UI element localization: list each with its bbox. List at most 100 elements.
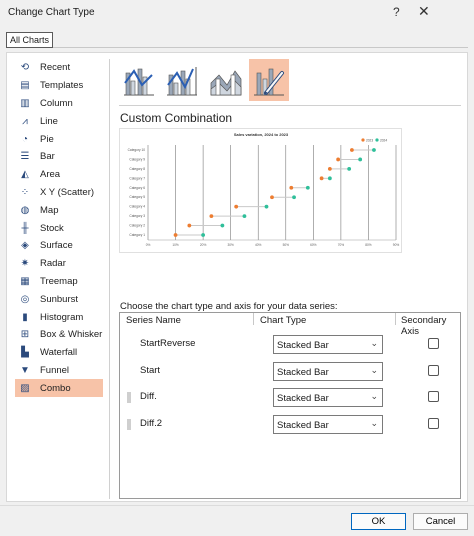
y-tick-label: Category 3 [129, 214, 145, 218]
data-point-2024 [372, 148, 376, 152]
chart-type-select[interactable]: Stacked Bar ⌄ [273, 388, 383, 407]
ok-button[interactable]: OK [351, 513, 406, 530]
sidebar-item-column[interactable]: ▥ Column [15, 95, 103, 113]
thumb-custom-combination[interactable] [249, 59, 289, 101]
cancel-button[interactable]: Cancel [413, 513, 468, 530]
sidebar-item-label: Treemap [40, 275, 78, 287]
box-whisker-chart-icon: ⊞ [20, 329, 30, 341]
sidebar-item-label: Sunburst [40, 293, 79, 305]
sidebar-item-combo[interactable]: ▨ Combo [15, 379, 103, 398]
series-row: Start Stacked Bar ⌄ [120, 360, 460, 384]
chart-type-value: Stacked Bar [277, 419, 329, 431]
data-point-2024 [358, 157, 363, 162]
tab-all-charts[interactable]: All Charts [6, 32, 54, 48]
recent-icon: ⟲ [20, 62, 30, 74]
data-point-2023 [173, 233, 178, 237]
sidebar-item-line[interactable]: ⩘ Line [15, 112, 103, 130]
sidebar-item-waterfall[interactable]: ▙ Waterfall [15, 344, 103, 362]
chevron-down-icon: ⌄ [370, 338, 378, 348]
series-row: Diff. Stacked Bar ⌄ [120, 386, 460, 410]
sidebar-item-radar[interactable]: ✷ Radar [15, 255, 103, 273]
sidebar-item-area[interactable]: ◭ Area [15, 166, 103, 184]
sidebar-item-box-whisker[interactable]: ⊞ Box & Whisker [15, 326, 103, 344]
legend-marker-2024 [375, 138, 379, 142]
sidebar-item-pie[interactable]: ◔ Pie [15, 130, 103, 148]
header-chart-type: Chart Type [260, 315, 307, 326]
sidebar-item-label: Histogram [40, 311, 84, 323]
chart-type-select[interactable]: Stacked Bar ⌄ [273, 361, 383, 381]
sidebar-item-label: X Y (Scatter) [40, 186, 95, 198]
divider [109, 59, 110, 499]
chevron-down-icon: ⌄ [370, 417, 378, 428]
sidebar-item-label: Column [40, 97, 73, 109]
clustered-column-line-secondary-icon [167, 67, 197, 96]
data-point-2024 [292, 195, 296, 200]
chart-type-value: Stacked Bar [277, 366, 329, 378]
stock-chart-icon: ╫ [21, 222, 29, 234]
y-tick-label: Category 5 [129, 195, 145, 199]
sidebar-item-sunburst[interactable]: ◎ Sunburst [15, 290, 103, 308]
x-tick-label: 10% [172, 243, 179, 247]
secondary-axis-checkbox[interactable] [428, 417, 439, 429]
header-separator [395, 313, 396, 325]
close-button[interactable]: ✕ [418, 3, 430, 19]
help-button[interactable]: ? [393, 5, 400, 19]
x-tick-label: 50% [283, 243, 290, 247]
sidebar-item-label: Recent [40, 62, 71, 74]
x-tick-label: 80% [365, 243, 372, 247]
sidebar-item-label: Stock [40, 222, 64, 234]
y-tick-label: Category 9 [129, 157, 145, 161]
x-tick-label: 40% [255, 243, 262, 247]
sidebar-item-label: Bar [40, 151, 55, 163]
series-color-handle [127, 392, 131, 403]
line-chart-icon: ⩘ [22, 115, 28, 127]
tab-strip: All Charts [6, 30, 468, 48]
sidebar-item-treemap[interactable]: ▦ Treemap [15, 273, 103, 291]
x-tick-label: 70% [338, 243, 345, 247]
chart-type-sidebar: ⟲ Recent ▤ Templates ▥ Column ⩘ Line ◔ Pie ☰ Bar ◭ Ar… [15, 59, 103, 398]
sidebar-item-map[interactable]: ◍ Map [15, 201, 103, 219]
sidebar-item-recent[interactable]: ⟲ Recent [15, 59, 103, 77]
sidebar-item-bar[interactable]: ☰ Bar [15, 148, 103, 166]
secondary-axis-checkbox[interactable] [428, 364, 439, 376]
stacked-area-clustered-column-icon [210, 70, 242, 96]
data-point-2024 [264, 204, 269, 209]
x-tick-label: 20% [200, 243, 207, 247]
dialog-title: Change Chart Type [8, 7, 95, 18]
footer-divider [0, 505, 474, 506]
header-secondary-axis: Secondary Axis [401, 315, 447, 337]
chart-type-select[interactable]: Stacked Bar ⌄ [273, 335, 383, 354]
main-panel: ⟲ Recent ▤ Templates ▥ Column ⩘ Line ◔ Pie ☰ Bar ◭ Ar… [6, 52, 468, 502]
secondary-axis-checkbox[interactable] [428, 338, 439, 349]
thumb-clustered-column-line[interactable] [119, 59, 159, 101]
sidebar-item-funnel[interactable]: ▼ Funnel [15, 362, 103, 380]
x-tick-label: 60% [310, 243, 317, 247]
data-point-2023 [350, 148, 354, 152]
sidebar-item-histogram[interactable]: ▮ Histogram [15, 308, 103, 326]
scatter-chart-icon: ⁘ [20, 186, 30, 198]
chevron-down-icon: ⌄ [370, 391, 378, 401]
sidebar-item-stock[interactable]: ╫ Stock [15, 219, 103, 237]
y-tick-label: Category 4 [129, 205, 145, 209]
x-tick-label: 0% [146, 243, 151, 247]
preview-chart: Sales variation, 2024 to 2023 2023 2024 0% 1… [128, 132, 400, 247]
data-point-2024 [201, 233, 206, 237]
thumb-stacked-area-clustered-column[interactable] [206, 59, 246, 101]
thumb-divider [119, 105, 461, 106]
secondary-axis-checkbox[interactable] [428, 391, 439, 402]
sidebar-item-label: Box & Whisker [40, 329, 103, 341]
data-point-2023 [336, 157, 341, 162]
sidebar-item-surface[interactable]: ◈ Surface [15, 237, 103, 255]
thumb-clustered-column-line-secondary[interactable] [162, 59, 202, 101]
sidebar-item-templates[interactable]: ▤ Templates [15, 77, 103, 95]
data-point-2024 [327, 176, 332, 181]
sidebar-item-label: Templates [40, 80, 84, 92]
custom-combination-icon [254, 68, 284, 96]
histogram-chart-icon: ▮ [22, 311, 28, 323]
chart-type-select[interactable]: Stacked Bar ⌄ [273, 414, 383, 434]
sidebar-item-label: Pie [40, 133, 54, 145]
y-tick-label: Category 2 [129, 224, 145, 228]
sidebar-item-x-y-scatter[interactable]: ⁘ X Y (Scatter) [15, 184, 103, 202]
combo-chart-icon: ▨ [20, 382, 30, 394]
legend-label-2023: 2023 [366, 139, 373, 143]
